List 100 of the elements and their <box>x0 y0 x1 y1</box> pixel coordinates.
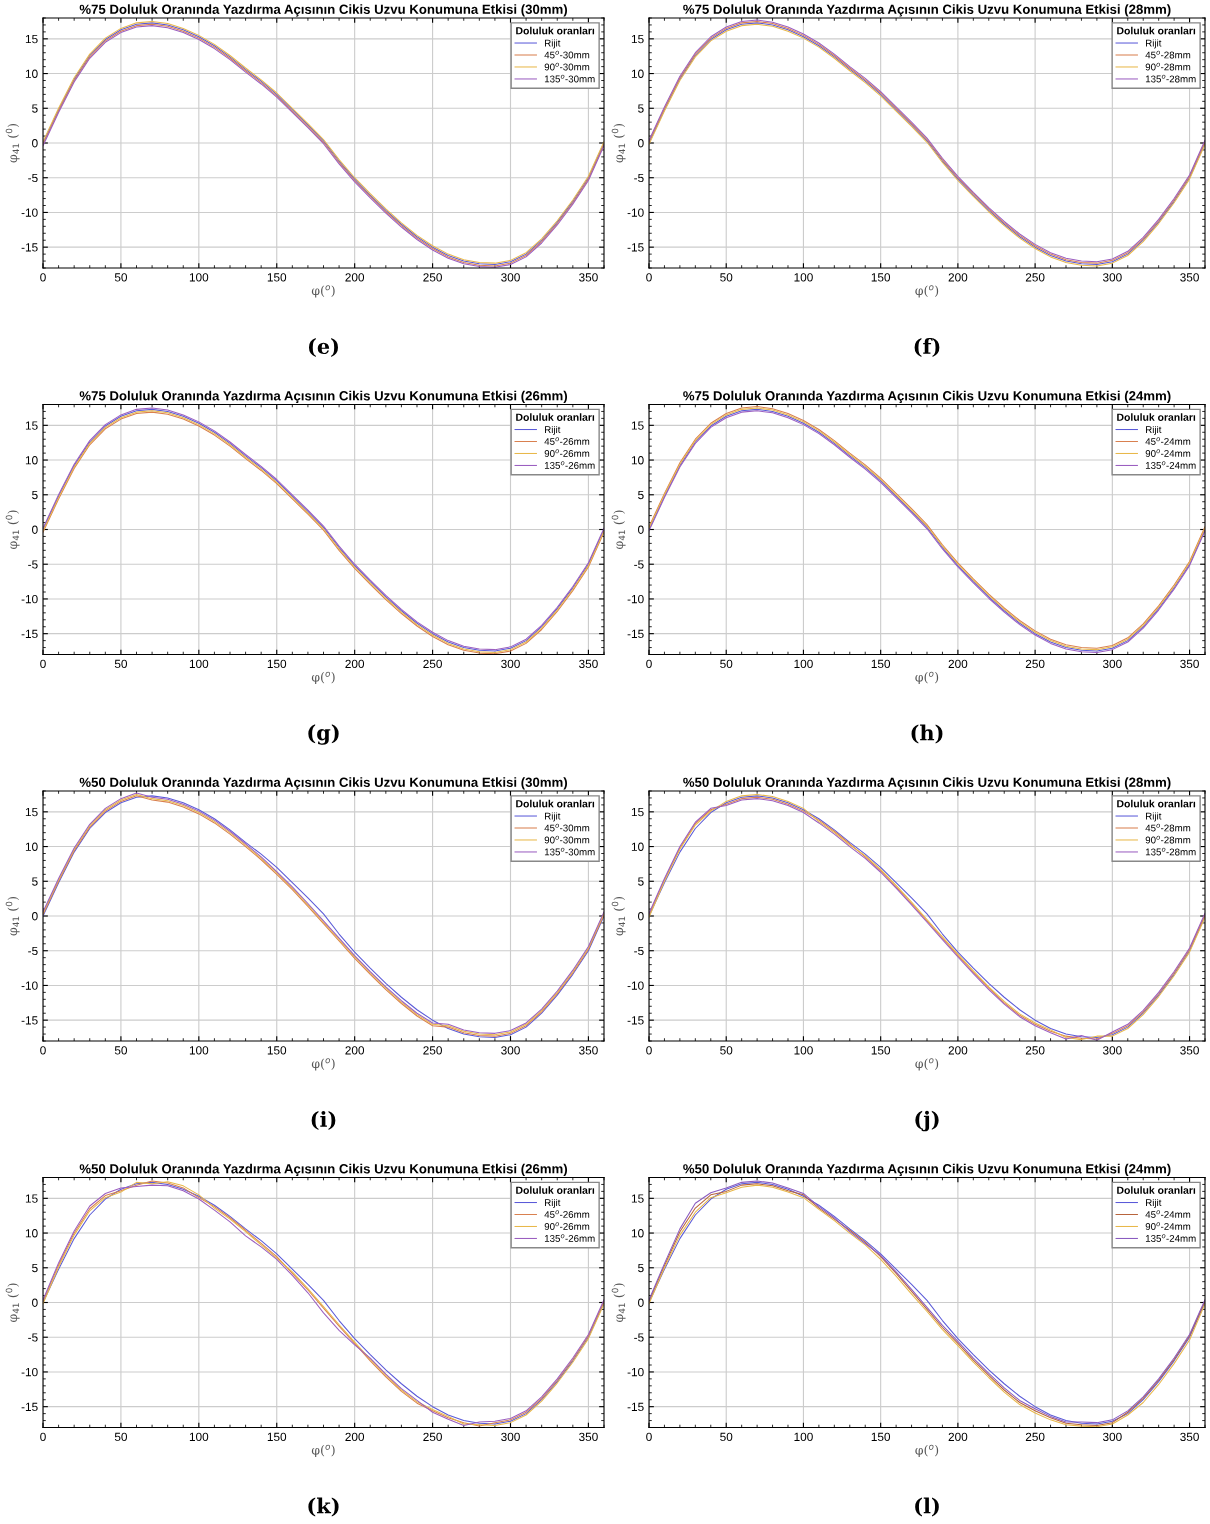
x-tick-label: 350 <box>579 273 598 282</box>
chart-title: %75 Doluluk Oranında Yazdırma Açısının Cikis Uzvu Konumuna Etkisi (24mm) <box>683 390 1171 404</box>
legend-label: 90$^{o}$-26mm <box>544 1222 590 1230</box>
y-axis-title: φ$_{41}$ ($^{0}$) <box>611 896 626 936</box>
text: (j) <box>915 1110 939 1132</box>
y-tick-label: -10 <box>21 208 38 217</box>
x-tick-label: 100 <box>189 1046 209 1055</box>
x-tick-label: 0 <box>40 659 46 669</box>
legend-label: 135$^{o}$-28mm <box>1145 847 1196 856</box>
text: (h) <box>911 724 943 744</box>
x-axis-title: φ($^{o}$) <box>915 1058 939 1071</box>
legend-title: Doluluk oranları <box>1117 799 1196 808</box>
x-tick-label: 350 <box>579 1432 598 1442</box>
legend-label: 45$^{o}$-30mm <box>544 50 590 59</box>
x-tick-label: 0 <box>646 659 652 669</box>
legend-label: 90$^{o}$-26mm <box>544 449 590 457</box>
x-tick-label: 150 <box>267 659 287 669</box>
legend-label: 90$^{o}$-24mm <box>1145 449 1191 457</box>
legend-label: 135$^{o}$-24mm <box>1145 461 1196 469</box>
legend-title: Doluluk oranları <box>1117 413 1196 421</box>
text: (e) <box>308 337 338 357</box>
y-tick-label: -10 <box>21 594 38 604</box>
y-tick-label: 10 <box>631 1229 644 1238</box>
legend-label: 90$^{o}$-28mm <box>1145 835 1191 844</box>
y-tick-label: -15 <box>627 1402 644 1412</box>
y-tick-label: 0 <box>638 1298 644 1307</box>
legend-label: Rijit <box>545 812 561 822</box>
text: (l) <box>915 1497 939 1517</box>
legend-label: 90$^{o}$-24mm <box>1145 1222 1191 1230</box>
x-tick-label: 300 <box>1102 1432 1122 1442</box>
x-tick-label: 250 <box>1025 659 1045 669</box>
x-axis-title: φ($^{o}$) <box>311 671 335 685</box>
x-tick-label: 250 <box>423 1432 442 1442</box>
legend-label: Rijit <box>545 425 561 435</box>
y-tick-label: 5 <box>638 877 644 886</box>
y-tick-label: 0 <box>32 525 38 534</box>
y-tick-label: 5 <box>32 1263 38 1273</box>
legend-label: 45$^{o}$-24mm <box>1145 437 1191 445</box>
x-tick-label: 350 <box>1180 273 1199 282</box>
y-tick-label: -5 <box>634 1333 644 1342</box>
chart-title: %50 Doluluk Oranında Yazdırma Açısının Cikis Uzvu Konumuna Etkisi (24mm) <box>683 1163 1171 1177</box>
x-tick-label: 150 <box>871 273 891 282</box>
y-axis-title: φ$_{41}$ ($^{0}$) <box>611 123 626 163</box>
legend-label: 90$^{o}$-30mm <box>544 835 590 844</box>
y-axis-title: φ$_{41}$ ($^{0}$) <box>5 896 20 936</box>
y-tick-label: 15 <box>631 421 644 430</box>
x-tick-label: 200 <box>948 1432 968 1442</box>
legend-label: 45$^{o}$-26mm <box>544 437 590 445</box>
text: (i) <box>311 1110 336 1130</box>
x-tick-label: 0 <box>646 1432 652 1442</box>
x-tick-label: 300 <box>501 273 520 282</box>
legend-title: Doluluk oranları <box>1117 26 1196 35</box>
text: (f) <box>914 337 940 357</box>
y-tick-label: -5 <box>634 560 644 569</box>
x-tick-label: 100 <box>189 273 209 282</box>
x-tick-label: 0 <box>646 1046 652 1055</box>
legend-label: 135$^{o}$-30mm <box>544 847 595 856</box>
y-tick-label: -5 <box>634 946 644 956</box>
y-tick-label: -10 <box>21 981 38 990</box>
y-tick-label: -15 <box>627 1016 644 1025</box>
y-tick-label: -10 <box>627 594 644 604</box>
y-tick-label: -10 <box>21 1367 38 1377</box>
y-tick-label: 10 <box>631 456 644 465</box>
x-tick-label: 100 <box>189 1432 209 1442</box>
x-tick-label: 200 <box>948 273 968 282</box>
y-tick-label: 5 <box>32 877 38 886</box>
x-tick-label: 150 <box>267 1432 287 1442</box>
y-tick-label: -5 <box>28 1333 38 1342</box>
x-tick-label: 250 <box>1025 1046 1045 1055</box>
legend-label: Rijit <box>545 39 561 49</box>
chart-title: %50 Doluluk Oranında Yazdırma Açısının Cikis Uzvu Konumuna Etkisi (26mm) <box>79 1163 568 1177</box>
legend-label: Rijit <box>1146 1198 1162 1208</box>
y-tick-label: -5 <box>28 173 38 183</box>
y-tick-label: 15 <box>25 1194 38 1203</box>
legend-label: 45$^{o}$-24mm <box>1145 1210 1191 1218</box>
legend-title: Doluluk oranları <box>516 26 595 35</box>
x-tick-label: 0 <box>40 1046 46 1055</box>
x-tick-label: 350 <box>1180 1432 1199 1442</box>
x-tick-label: 50 <box>114 659 128 669</box>
y-axis-title: φ$_{41}$ ($^{0}$) <box>611 1283 626 1323</box>
legend-label: 90$^{o}$-28mm <box>1145 62 1191 71</box>
x-tick-label: 350 <box>1180 659 1199 669</box>
x-tick-label: 50 <box>114 273 128 282</box>
y-tick-label: -5 <box>28 560 38 569</box>
y-tick-label: 5 <box>32 490 38 500</box>
y-axis-title: φ$_{41}$ ($^{0}$) <box>5 123 20 163</box>
y-axis-title: φ$_{41}$ ($^{0}$) <box>5 510 20 550</box>
y-axis-title: φ$_{41}$ ($^{0}$) <box>611 510 626 550</box>
y-tick-label: -5 <box>28 946 38 956</box>
y-tick-label: 0 <box>32 912 38 921</box>
x-tick-label: 350 <box>1180 1046 1199 1055</box>
x-tick-label: 0 <box>40 1432 46 1442</box>
legend-label: Rijit <box>1146 812 1162 822</box>
chart-title: %75 Doluluk Oranında Yazdırma Açısının Cikis Uzvu Konumuna Etkisi (26mm) <box>79 390 568 404</box>
x-tick-label: 300 <box>1102 273 1122 282</box>
x-tick-label: 100 <box>794 273 813 282</box>
x-tick-label: 300 <box>501 659 520 669</box>
y-tick-label: 10 <box>25 456 38 465</box>
y-tick-label: -15 <box>21 1402 38 1412</box>
y-tick-label: 15 <box>631 807 644 817</box>
